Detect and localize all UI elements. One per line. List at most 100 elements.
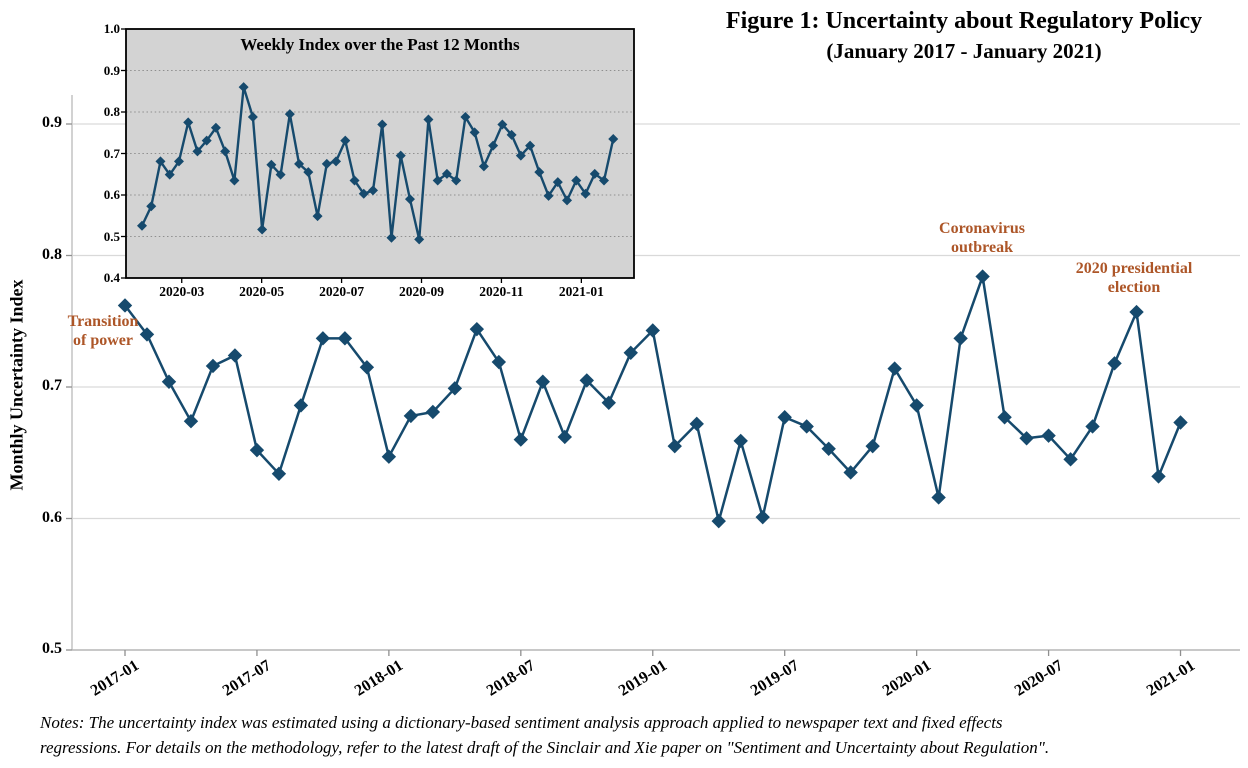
uncertainty-figure-chart [66, 28, 1240, 656]
annotation-coronavirus-outbreak: Coronavirus outbreak [939, 219, 1025, 257]
data-point-marker [1107, 356, 1122, 371]
annotation-line: election [1107, 279, 1161, 296]
data-point-marker [249, 442, 265, 458]
data-point-marker [1151, 469, 1166, 484]
data-point-marker [201, 135, 212, 146]
data-point-marker [164, 169, 175, 180]
data-point-marker [909, 398, 924, 413]
data-point-marker [1173, 415, 1188, 430]
data-point-marker [525, 140, 536, 151]
main-y-tick-label: 0.7 [42, 377, 62, 394]
data-point-marker [469, 321, 485, 337]
data-point-marker [543, 190, 554, 201]
data-point-marker [425, 404, 441, 420]
data-point-marker [137, 220, 147, 231]
data-point-marker [303, 167, 314, 178]
inset-y-tick-label: 0.8 [103, 104, 120, 119]
main-y-tick-label: 0.9 [42, 114, 62, 131]
data-point-marker [1085, 419, 1100, 434]
figure-notes: Notes: The uncertainty index was estimat… [40, 710, 1240, 760]
data-point-marker [377, 119, 388, 130]
figure-subtitle: (January 2017 - January 2021) [826, 39, 1102, 63]
data-point-marker [321, 158, 332, 169]
data-point-marker [1063, 452, 1078, 467]
notes-line-2: regressions. For details on the methodol… [40, 738, 1050, 757]
data-point-marker [266, 159, 277, 170]
inset-x-tick-label: 2021-01 [558, 284, 604, 299]
data-point-marker [423, 114, 434, 125]
data-point-marker [843, 465, 858, 480]
data-point-marker [161, 374, 177, 389]
data-point-marker [173, 156, 184, 167]
data-point-marker [155, 156, 166, 167]
annotation-transition-of-power: Transition of power [68, 312, 139, 350]
data-point-marker [358, 188, 369, 199]
inset-y-tick-label: 1.0 [103, 21, 120, 36]
data-point-marker [580, 188, 591, 199]
data-point-marker [205, 358, 221, 374]
data-point-marker [183, 413, 199, 429]
data-point-marker [117, 298, 133, 313]
data-point-marker [220, 146, 231, 157]
data-point-marker [506, 129, 517, 140]
inset-x-tick-label: 2020-07 [319, 284, 365, 299]
data-point-marker [210, 122, 221, 133]
data-point-marker [469, 127, 480, 138]
data-point-marker [381, 449, 397, 464]
data-point-marker [451, 175, 462, 186]
annotation-line: outbreak [951, 239, 1013, 256]
data-point-marker [257, 224, 268, 235]
data-point-marker [146, 201, 157, 212]
data-point-marker [315, 331, 331, 346]
inset-x-tick-label: 2020-05 [239, 284, 285, 299]
data-point-marker [975, 269, 990, 284]
data-point-marker [432, 175, 443, 186]
data-point-marker [139, 327, 155, 342]
inset-y-tick-label: 0.4 [103, 270, 120, 285]
data-point-marker [1041, 428, 1056, 443]
inset-x-tick-label: 2020-03 [159, 284, 205, 299]
data-point-marker [403, 408, 419, 424]
data-point-marker [192, 146, 203, 157]
data-point-marker [953, 331, 968, 346]
main-y-tick-label: 0.6 [42, 508, 62, 526]
data-point-marker [271, 466, 287, 481]
data-point-marker [515, 150, 526, 161]
data-point-marker [331, 156, 342, 167]
inset-y-tick-label: 0.7 [103, 145, 120, 161]
data-point-marker [571, 175, 582, 186]
annotation-line: of power [73, 332, 133, 349]
data-point-marker [404, 194, 415, 205]
data-point-marker [340, 135, 351, 146]
figure-title: Figure 1: Uncertainty about Regulatory P… [725, 8, 1203, 34]
data-point-marker [513, 432, 529, 447]
data-point-marker [386, 232, 397, 243]
annotation-line: Coronavirus [939, 220, 1025, 237]
data-point-marker [312, 211, 323, 222]
data-point-marker [284, 109, 295, 120]
inset-y-tick-label: 0.9 [103, 62, 120, 78]
notes-line-1: Notes: The uncertainty index was estimat… [40, 713, 1003, 732]
data-point-marker [579, 373, 594, 388]
data-point-marker [368, 185, 378, 196]
data-point-marker [227, 348, 243, 363]
data-point-marker [488, 140, 499, 151]
data-point-marker [777, 410, 792, 425]
data-point-marker [359, 360, 375, 375]
data-point-marker [689, 416, 704, 432]
data-point-marker [931, 490, 946, 505]
data-point-marker [733, 433, 748, 449]
data-point-marker [623, 345, 638, 361]
data-point-marker [497, 119, 508, 130]
data-point-marker [601, 395, 616, 410]
data-point-marker [183, 117, 194, 128]
inset-y-tick-label: 0.6 [103, 187, 120, 202]
data-point-marker [534, 167, 545, 178]
data-point-marker [491, 354, 507, 370]
data-point-marker [552, 177, 563, 188]
inset-x-tick-label: 2020-09 [399, 284, 444, 299]
data-point-marker [599, 175, 609, 186]
data-point-marker [395, 150, 406, 161]
weekly-inset-chart [121, 28, 635, 283]
data-point-marker [293, 398, 309, 413]
